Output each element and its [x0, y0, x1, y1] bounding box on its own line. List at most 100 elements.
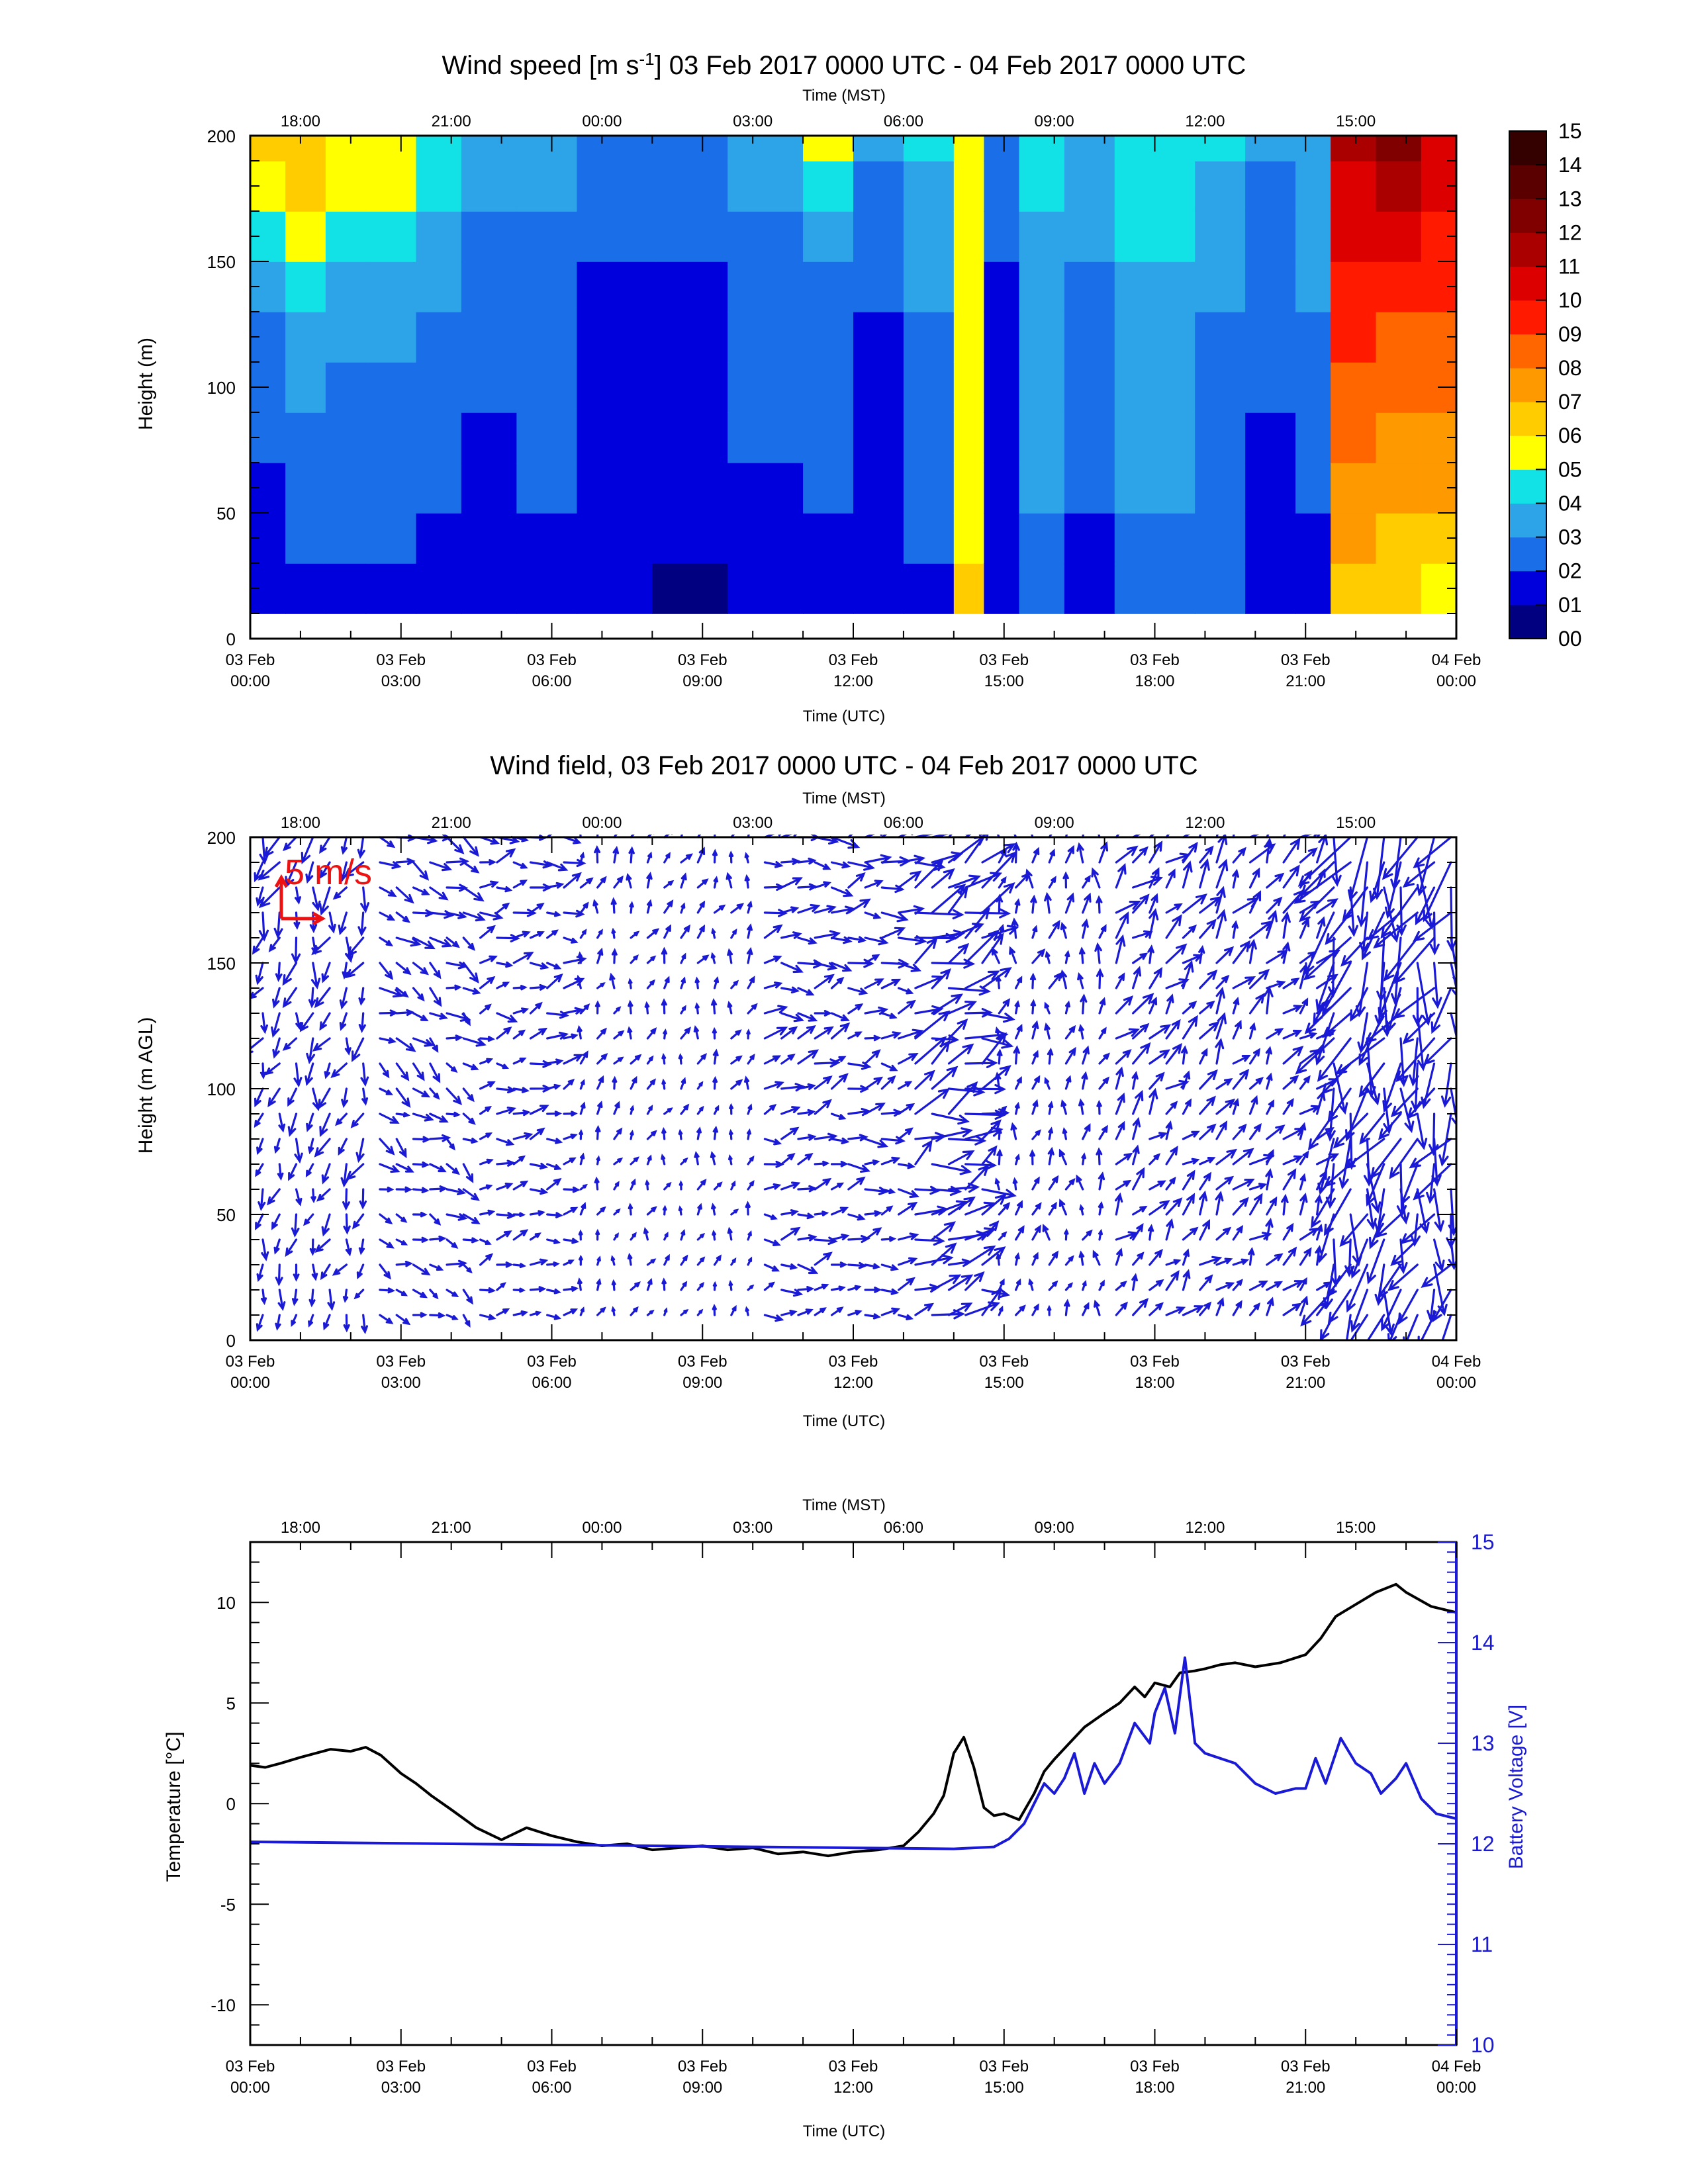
- wind-arrow: [1199, 1095, 1216, 1115]
- wind-arrow: [314, 987, 331, 1009]
- wind-arrow: [429, 1062, 441, 1083]
- wind-arrow: [309, 1238, 316, 1256]
- wind-arrow: [479, 911, 504, 921]
- wind-arrow: [830, 977, 845, 989]
- wind-arrow: [512, 1263, 527, 1269]
- wind-arrow: [726, 872, 733, 889]
- heatmap-cell: [1245, 136, 1296, 161]
- wind-arrow: [445, 1188, 467, 1196]
- wind-arrow: [744, 1075, 750, 1090]
- colorbar-label: 10: [1558, 289, 1582, 312]
- wind-arrow: [1098, 1201, 1104, 1216]
- colorbar-swatch: [1509, 435, 1546, 470]
- wind-arrow: [1015, 976, 1023, 989]
- wind-arrow: [747, 1180, 755, 1191]
- reference-arrow-north: [274, 874, 289, 919]
- colorbar-label: 04: [1558, 491, 1582, 515]
- wind-arrow: [429, 1087, 440, 1100]
- heatmap-cell: [325, 463, 367, 514]
- wind-arrow: [379, 836, 396, 848]
- wind-arrow: [429, 1113, 449, 1123]
- wind-arrow: [898, 1277, 915, 1291]
- wind-arrow: [1215, 835, 1228, 864]
- wind-arrow: [312, 1037, 331, 1052]
- wind-arrow: [462, 1213, 481, 1224]
- wind-arrow: [931, 1040, 951, 1065]
- wind-arrow: [579, 1183, 588, 1191]
- wind-arrow: [1248, 835, 1270, 839]
- wind-arrow: [830, 1261, 848, 1268]
- wind-arrow: [1366, 1238, 1385, 1285]
- wind-arrow: [321, 1213, 331, 1237]
- heatmap-cell: [1114, 261, 1196, 312]
- wind-arrow: [898, 1081, 913, 1090]
- wind-arrow: [1215, 858, 1229, 889]
- heatmap-cell: [365, 161, 417, 212]
- heatmap-cell: [953, 261, 985, 312]
- wind-arrow: [1165, 1306, 1186, 1316]
- wind-arrow: [1299, 1227, 1319, 1241]
- wind-arrow: [898, 870, 922, 889]
- wind-arrow: [1165, 1176, 1176, 1191]
- wind-arrow: [947, 1302, 973, 1316]
- wind-arrow: [254, 1113, 264, 1128]
- wind-arrow: [712, 1281, 717, 1291]
- wind-arrow: [1199, 1069, 1218, 1090]
- wind-arrow: [712, 1230, 716, 1241]
- wind-arrow: [1231, 920, 1239, 939]
- wind-arrow: [1098, 1076, 1110, 1090]
- wind-arrow: [1165, 1019, 1181, 1040]
- wind-arrow: [1409, 1138, 1452, 1169]
- wind-arrow: [680, 902, 686, 914]
- wind-arrow: [462, 1138, 479, 1144]
- wind-arrow: [479, 1314, 496, 1321]
- wind-arrow: [1381, 1289, 1402, 1332]
- heatmap-cell: [1376, 412, 1422, 463]
- wind-arrow: [256, 1138, 264, 1156]
- wind-arrow: [1115, 863, 1127, 889]
- wind-arrow: [1010, 1122, 1017, 1140]
- heatmap-cell: [1019, 261, 1065, 312]
- top-tick-label: 03:00: [733, 1519, 773, 1537]
- wind-arrow: [898, 1103, 915, 1115]
- wind-arrow: [1356, 861, 1369, 928]
- wind-arrow: [275, 1314, 281, 1331]
- y-tick-label: 5: [226, 1694, 236, 1713]
- x-tick-label: 00:00: [230, 1374, 270, 1392]
- wind-arrow: [546, 973, 563, 989]
- wind-arrow: [512, 1180, 529, 1191]
- wind-arrow: [747, 1128, 751, 1140]
- wind-arrow: [379, 1138, 395, 1156]
- wind-arrow: [864, 1159, 880, 1165]
- wind-arrow: [546, 1111, 563, 1117]
- wind-arrow: [1346, 1263, 1369, 1313]
- wind-arrow: [1060, 1099, 1067, 1115]
- wind-arrow: [646, 1206, 657, 1216]
- wind-arrow: [305, 1062, 314, 1087]
- wind-arrow: [1115, 835, 1120, 839]
- wind-arrow: [1031, 846, 1040, 864]
- wind-arrow: [546, 1011, 569, 1019]
- top-tick-label: 00:00: [582, 1519, 622, 1537]
- wind-arrow: [830, 1137, 850, 1144]
- wind-arrow: [612, 1075, 618, 1090]
- heatmap-cell: [1019, 312, 1065, 363]
- wind-arrow: [1232, 1097, 1240, 1115]
- heatmap-cell: [1195, 463, 1246, 514]
- wind-arrow: [277, 1289, 286, 1312]
- wind-arrow: [1248, 920, 1273, 939]
- x-tick-label: 03 Feb: [226, 1353, 275, 1371]
- reference-arrow-label: 5 m/s: [285, 852, 372, 892]
- wind-arrow: [914, 1010, 951, 1040]
- wind-arrow: [546, 1212, 563, 1218]
- wind-arrow: [496, 886, 513, 893]
- wind-arrow: [1182, 835, 1191, 839]
- wind-arrow: [847, 861, 876, 871]
- wind-arrow: [308, 1314, 314, 1328]
- heatmap-cell: [903, 463, 955, 514]
- wind-arrow: [379, 1314, 394, 1324]
- wind-arrow: [710, 952, 716, 964]
- y-tick-label: 150: [207, 954, 236, 974]
- wind-arrow: [1115, 1092, 1125, 1115]
- wind-arrow: [563, 936, 579, 944]
